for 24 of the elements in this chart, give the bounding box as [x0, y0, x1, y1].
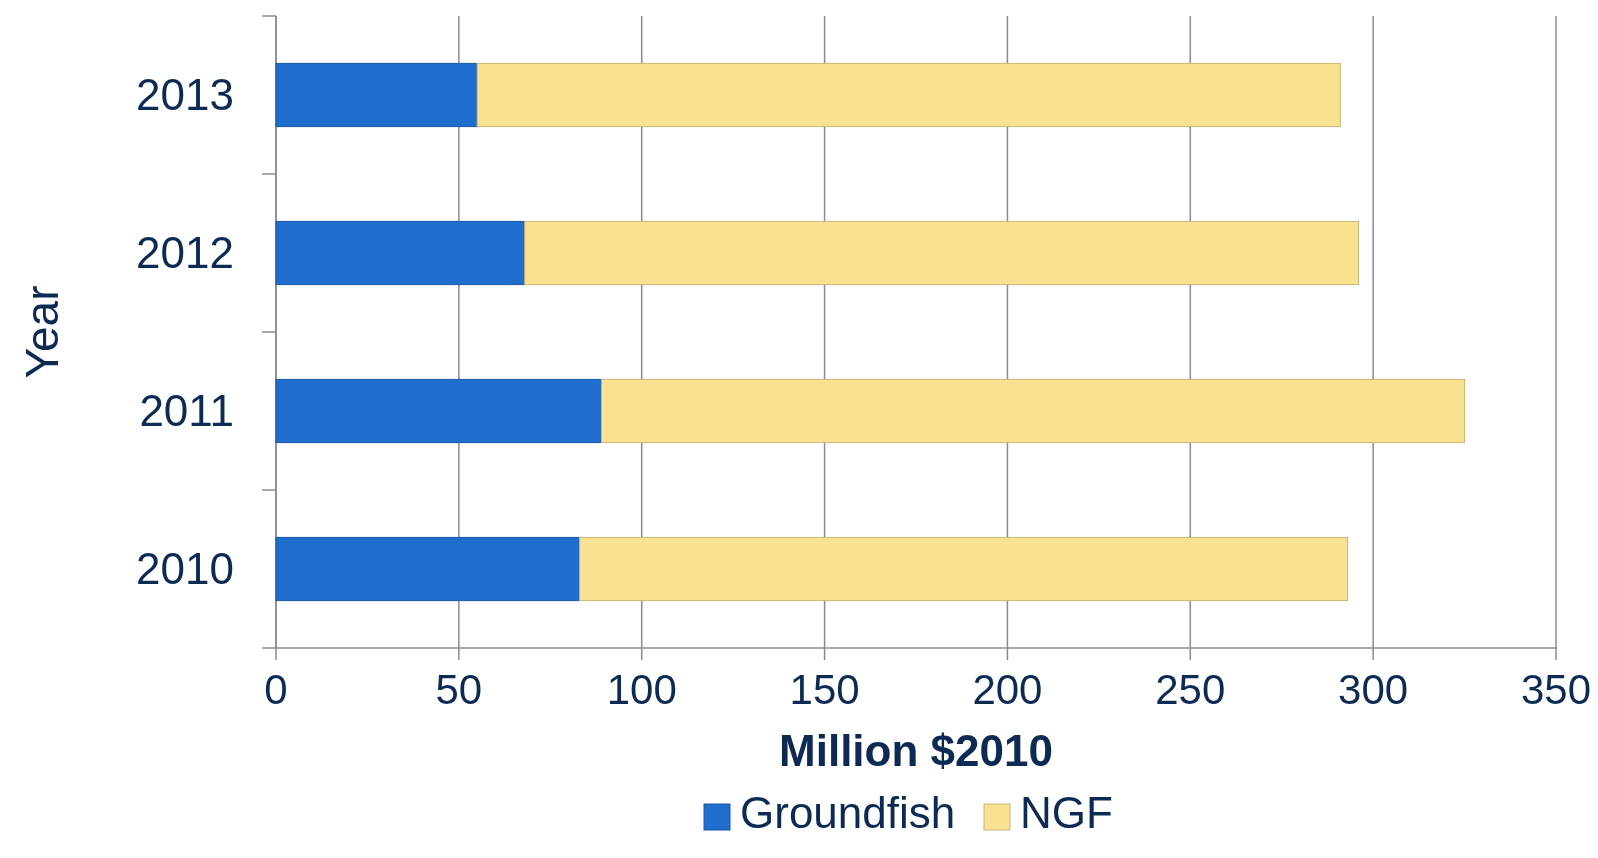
y-tick-label: 2010 [136, 544, 234, 593]
x-tick-label: 300 [1338, 666, 1409, 713]
x-tick-label: 100 [606, 666, 677, 713]
bar [579, 536, 1349, 602]
x-tick-label: 250 [1155, 666, 1226, 713]
bar [275, 62, 478, 128]
x-axis-title: Million $2010 [779, 726, 1053, 775]
y-tick-label: 2011 [139, 386, 234, 435]
bar [275, 220, 526, 286]
y-tick-label: 2013 [136, 70, 234, 119]
y-axis-title: Year [16, 285, 68, 379]
bar [600, 378, 1466, 444]
x-tick-label: 200 [972, 666, 1043, 713]
x-tick-label: 150 [789, 666, 860, 713]
x-tick-label: 0 [264, 666, 288, 713]
legend-label: NGF [1020, 788, 1113, 837]
x-tick-label: 350 [1520, 666, 1592, 713]
y-tick-label: 2012 [136, 228, 234, 277]
bar [476, 62, 1341, 128]
bar [524, 220, 1360, 286]
bar [275, 378, 602, 444]
bar [275, 536, 581, 602]
x-tick-label: 50 [435, 666, 483, 713]
legend-label: Groundfish [740, 788, 956, 837]
